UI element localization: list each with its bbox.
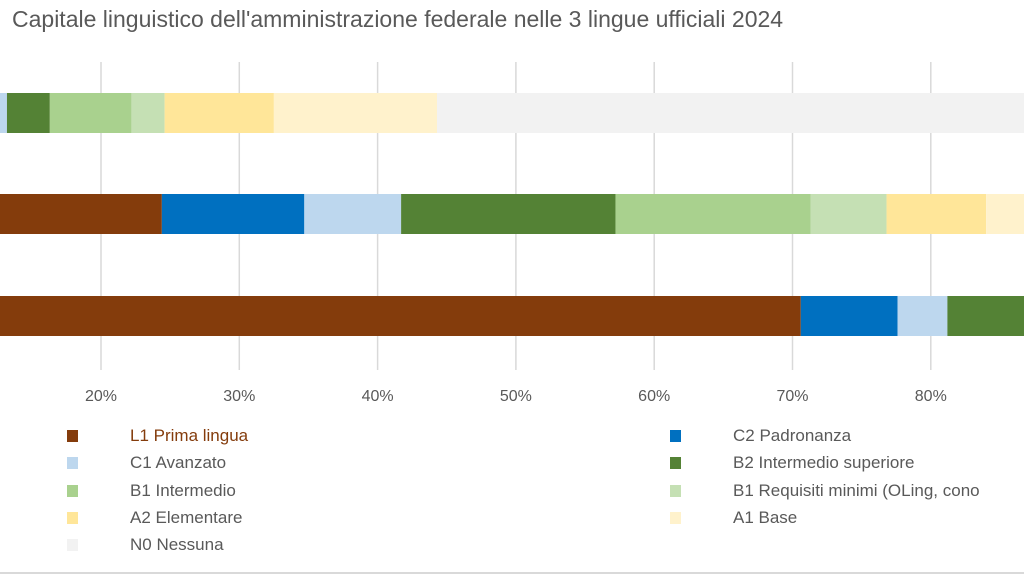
legend-item: A1 Base (670, 508, 797, 528)
legend-swatch-icon (670, 457, 681, 469)
legend-label: B1 Intermedio (130, 481, 236, 500)
bar-middle-segment (401, 194, 616, 234)
legend-item: B1 Requisiti minimi (OLing, cono (670, 481, 980, 501)
legend-label: A2 Elementare (130, 508, 243, 527)
x-tick-label: 50% (500, 388, 532, 405)
legend-label: B2 Intermedio superiore (733, 453, 915, 472)
x-tick-label: 20% (85, 388, 117, 405)
legend-swatch-icon (670, 430, 681, 442)
stacked-bar-chart: 20% 30% 40% 50% 60% 70% 80% (0, 62, 1024, 405)
legend-swatch-icon (67, 485, 78, 497)
legend-label: B1 Requisiti minimi (OLing, cono (733, 481, 980, 500)
x-tick-label: 30% (223, 388, 255, 405)
bar-middle-segment (986, 194, 1024, 234)
bar-bottom-segment (800, 296, 898, 336)
legend-label: C2 Padronanza (733, 426, 852, 445)
legend-item: A2 Elementare (67, 508, 242, 528)
chart-border (0, 572, 1024, 574)
bar-top-segment (273, 93, 438, 133)
bar-top-segment (49, 93, 132, 133)
legend-label: L1 Prima lingua (130, 426, 249, 445)
x-tick-label: 40% (362, 388, 394, 405)
bar-middle-segment (810, 194, 887, 234)
bar-middle-segment (161, 194, 305, 234)
legend-swatch-icon (67, 430, 78, 442)
bar-top-segment (0, 93, 7, 133)
legend-swatch-icon (670, 485, 681, 497)
legend-item: C1 Avanzato (67, 453, 226, 473)
legend-item: B2 Intermedio superiore (670, 453, 914, 473)
legend-item: N0 Nessuna (67, 535, 224, 555)
legend-item: L1 Prima lingua (67, 426, 248, 446)
legend-swatch-icon (670, 512, 681, 524)
x-tick-label: 70% (776, 388, 808, 405)
x-tick-label: 80% (915, 388, 947, 405)
bar-middle-segment (0, 194, 162, 234)
chart-title: Capitale linguistico dell'amministrazion… (12, 6, 784, 32)
bar-bottom-segment (947, 296, 1024, 336)
bar-top-segment (437, 93, 1024, 133)
bar-middle-segment (304, 194, 402, 234)
bar-bottom-segment (0, 296, 801, 336)
bar-top-segment (6, 93, 50, 133)
bar-top-segment (131, 93, 165, 133)
x-tick-label: 60% (638, 388, 670, 405)
bar-top-segment (164, 93, 274, 133)
legend-label: C1 Avanzato (130, 453, 227, 472)
legend-item: B1 Intermedio (67, 481, 236, 501)
legend-label: A1 Base (733, 508, 798, 527)
legend-swatch-icon (67, 457, 78, 469)
bar-bottom-segment (897, 296, 948, 336)
bar-middle-segment (886, 194, 987, 234)
legend-item: C2 Padronanza (670, 426, 851, 446)
legend-swatch-icon (67, 539, 78, 551)
bar-middle-segment (615, 194, 811, 234)
legend-swatch-icon (67, 512, 78, 524)
legend-label: N0 Nessuna (130, 535, 224, 554)
